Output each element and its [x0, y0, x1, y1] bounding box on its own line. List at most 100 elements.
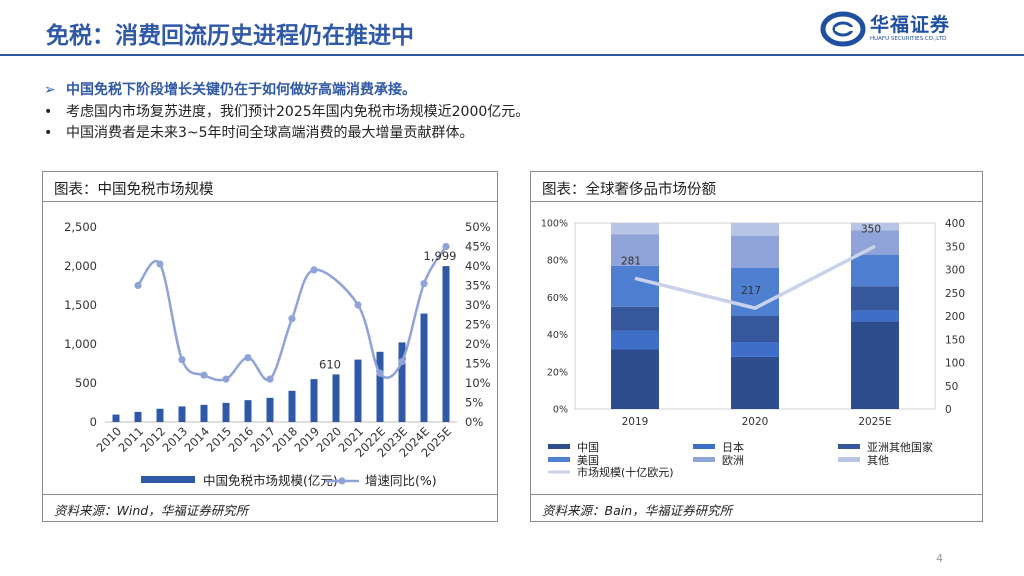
stack-segment-中国 — [611, 349, 659, 409]
y2-tick-label: 400 — [945, 218, 965, 230]
bullet-2: • 考虑国内市场复苏进度，我们预计2025年国内免税市场规模近2000亿元。 — [44, 101, 529, 121]
growth-rate-point — [310, 266, 318, 274]
y2-tick-label: 100 — [945, 358, 965, 370]
duty-free-chart-panel: 图表：中国免税市场规模 0 500 1,000 1,500 2,000 2,500 0% 5%… — [42, 171, 498, 522]
legend-swatch-亚洲其他国家 — [838, 444, 860, 449]
bar-2023E — [398, 342, 406, 422]
growth-rate-point — [376, 369, 384, 377]
growth-rate-point — [354, 301, 362, 309]
bullet-2-text: 考虑国内市场复苏进度，我们预计2025年国内免税市场规模近2000亿元。 — [66, 104, 530, 120]
bar-2024E — [420, 313, 428, 422]
y-tick-label: 80% — [547, 256, 568, 267]
x-category-label: 2019 — [622, 416, 649, 428]
legend-bar-label: 中国免税市场规模(亿元) — [203, 473, 338, 488]
legend-line-label: 增速同比(%) — [365, 473, 437, 488]
duty-free-market-chart: 0 500 1,000 1,500 2,000 2,500 0% 5% 10% 15% 20% 25%… — [64, 220, 491, 488]
growth-rate-point — [244, 354, 252, 362]
y2-tick-label: 350 — [945, 241, 965, 253]
stack-segment-其他 — [611, 223, 659, 235]
stack-segment-亚洲其他国家 — [731, 316, 779, 343]
y2-tick-label: 5% — [465, 396, 483, 410]
y-tick-label: 100% — [541, 219, 568, 230]
stack-segment-欧洲 — [731, 236, 779, 268]
page-title: 免税：消费回流历史进程仍在推进中 — [46, 23, 414, 49]
bullet-1-text: 中国免税下阶段增长关键仍在于如何做好高端消费承接。 — [66, 82, 416, 98]
bar-2019 — [310, 379, 318, 422]
y-tick-label: 20% — [547, 367, 568, 378]
market-size-label: 281 — [621, 255, 641, 267]
y2-tick-label: 50% — [465, 220, 491, 234]
y2-tick-label: 40% — [465, 259, 491, 273]
y2-tick-label: 200 — [945, 311, 965, 323]
stack-segment-日本 — [611, 330, 659, 350]
stack-segment-日本 — [731, 342, 779, 357]
legend-label: 其他 — [867, 454, 889, 467]
y2-tick-label: 300 — [945, 265, 965, 277]
bar-2010 — [112, 414, 120, 422]
growth-rate-point — [398, 357, 406, 366]
x-category-label: 2025E — [858, 416, 891, 428]
panel-footer: 资料来源：Wind，华福证券研究所 — [43, 494, 497, 521]
market-size-label: 350 — [861, 223, 881, 235]
y2-tick-label: 150 — [945, 334, 965, 346]
bullet-1: ➢ 中国免税下阶段增长关键仍在于如何做好高端消费承接。 — [44, 79, 416, 99]
y2-tick-label: 0% — [465, 415, 483, 429]
stack-segment-其他 — [731, 223, 779, 237]
y2-tick-label: 15% — [465, 357, 491, 371]
panel-heading: 图表：中国免税市场规模 — [54, 182, 214, 198]
market-size-label: 217 — [741, 285, 761, 297]
stack-segment-亚洲其他国家 — [851, 286, 899, 311]
logo-name-cn: 华福证券 — [870, 14, 951, 36]
growth-rate-point — [156, 260, 164, 268]
y2-tick-label: 30% — [465, 298, 491, 312]
growth-rate-point — [134, 281, 142, 290]
y2-tick-label: 35% — [465, 279, 491, 293]
legend-label: 日本 — [722, 440, 744, 454]
legend-swatch-中国 — [548, 444, 570, 449]
bar-2018 — [288, 390, 296, 422]
market-size-line — [634, 244, 876, 310]
bar-2015 — [222, 402, 230, 422]
growth-rate-point — [200, 371, 208, 379]
panel-header: 图表：全球奢侈品市场份额 — [531, 172, 982, 202]
source-note: 资料来源：Wind，华福证券研究所 — [54, 503, 249, 518]
bar-2016 — [244, 400, 252, 422]
stack-segment-欧洲 — [851, 230, 899, 255]
stack-segment-美国 — [611, 265, 659, 307]
y-tick-label: 60% — [547, 293, 568, 304]
panel-heading: 图表：全球奢侈品市场份额 — [542, 182, 716, 198]
y-tick-label: 40% — [547, 330, 568, 341]
y-tick-label: 0% — [553, 405, 568, 416]
stack-segment-亚洲其他国家 — [611, 306, 659, 331]
bullet-dot-icon: • — [44, 125, 53, 141]
stack-segment-中国 — [851, 321, 899, 409]
stack-segment-日本 — [851, 310, 899, 322]
bar-data-label: 1,999 — [424, 249, 457, 263]
growth-rate-point — [442, 242, 450, 251]
bullet-3: • 中国消费者是未来3~5年时间全球高端消费的最大增量贡献群体。 — [44, 122, 474, 142]
legend-swatch-其他 — [838, 457, 860, 462]
growth-rate-point — [420, 279, 428, 288]
legend-line-label: 市场规模(十亿欧元) — [577, 465, 674, 479]
stack-segment-美国 — [851, 254, 899, 287]
y-tick-label: 500 — [75, 376, 97, 390]
y2-tick-label: 0 — [945, 404, 952, 416]
panel-header: 图表：中国免税市场规模 — [43, 172, 497, 202]
company-logo: 华福证券 HUAFU SECURITIES CO.,LTD — [818, 8, 978, 50]
y-tick-label: 2,500 — [64, 220, 97, 234]
bar-2020 — [332, 374, 340, 422]
growth-rate-point — [266, 375, 274, 383]
page-number: 4 — [936, 552, 943, 565]
y2-tick-label: 25% — [465, 318, 491, 332]
legend-label: 美国 — [577, 454, 599, 467]
luxury-share-chart-panel: 图表：全球奢侈品市场份额 0% 20% 40% 60% 80% 100% 0 50 100 150… — [530, 171, 983, 522]
luxury-market-share-chart: 0% 20% 40% 60% 80% 100% 0 50 100 150 200 250 300 350 4… — [541, 218, 965, 479]
panel-footer: 资料来源：Bain，华福证券研究所 — [531, 494, 982, 521]
bar-2025E — [442, 266, 450, 422]
y2-tick-label: 45% — [465, 240, 491, 254]
y2-tick-label: 50 — [945, 381, 958, 393]
y2-tick-label: 250 — [945, 288, 965, 300]
logo-emblem-icon — [820, 11, 866, 47]
bar-data-label: 610 — [319, 357, 341, 371]
y2-tick-label: 10% — [465, 376, 491, 390]
